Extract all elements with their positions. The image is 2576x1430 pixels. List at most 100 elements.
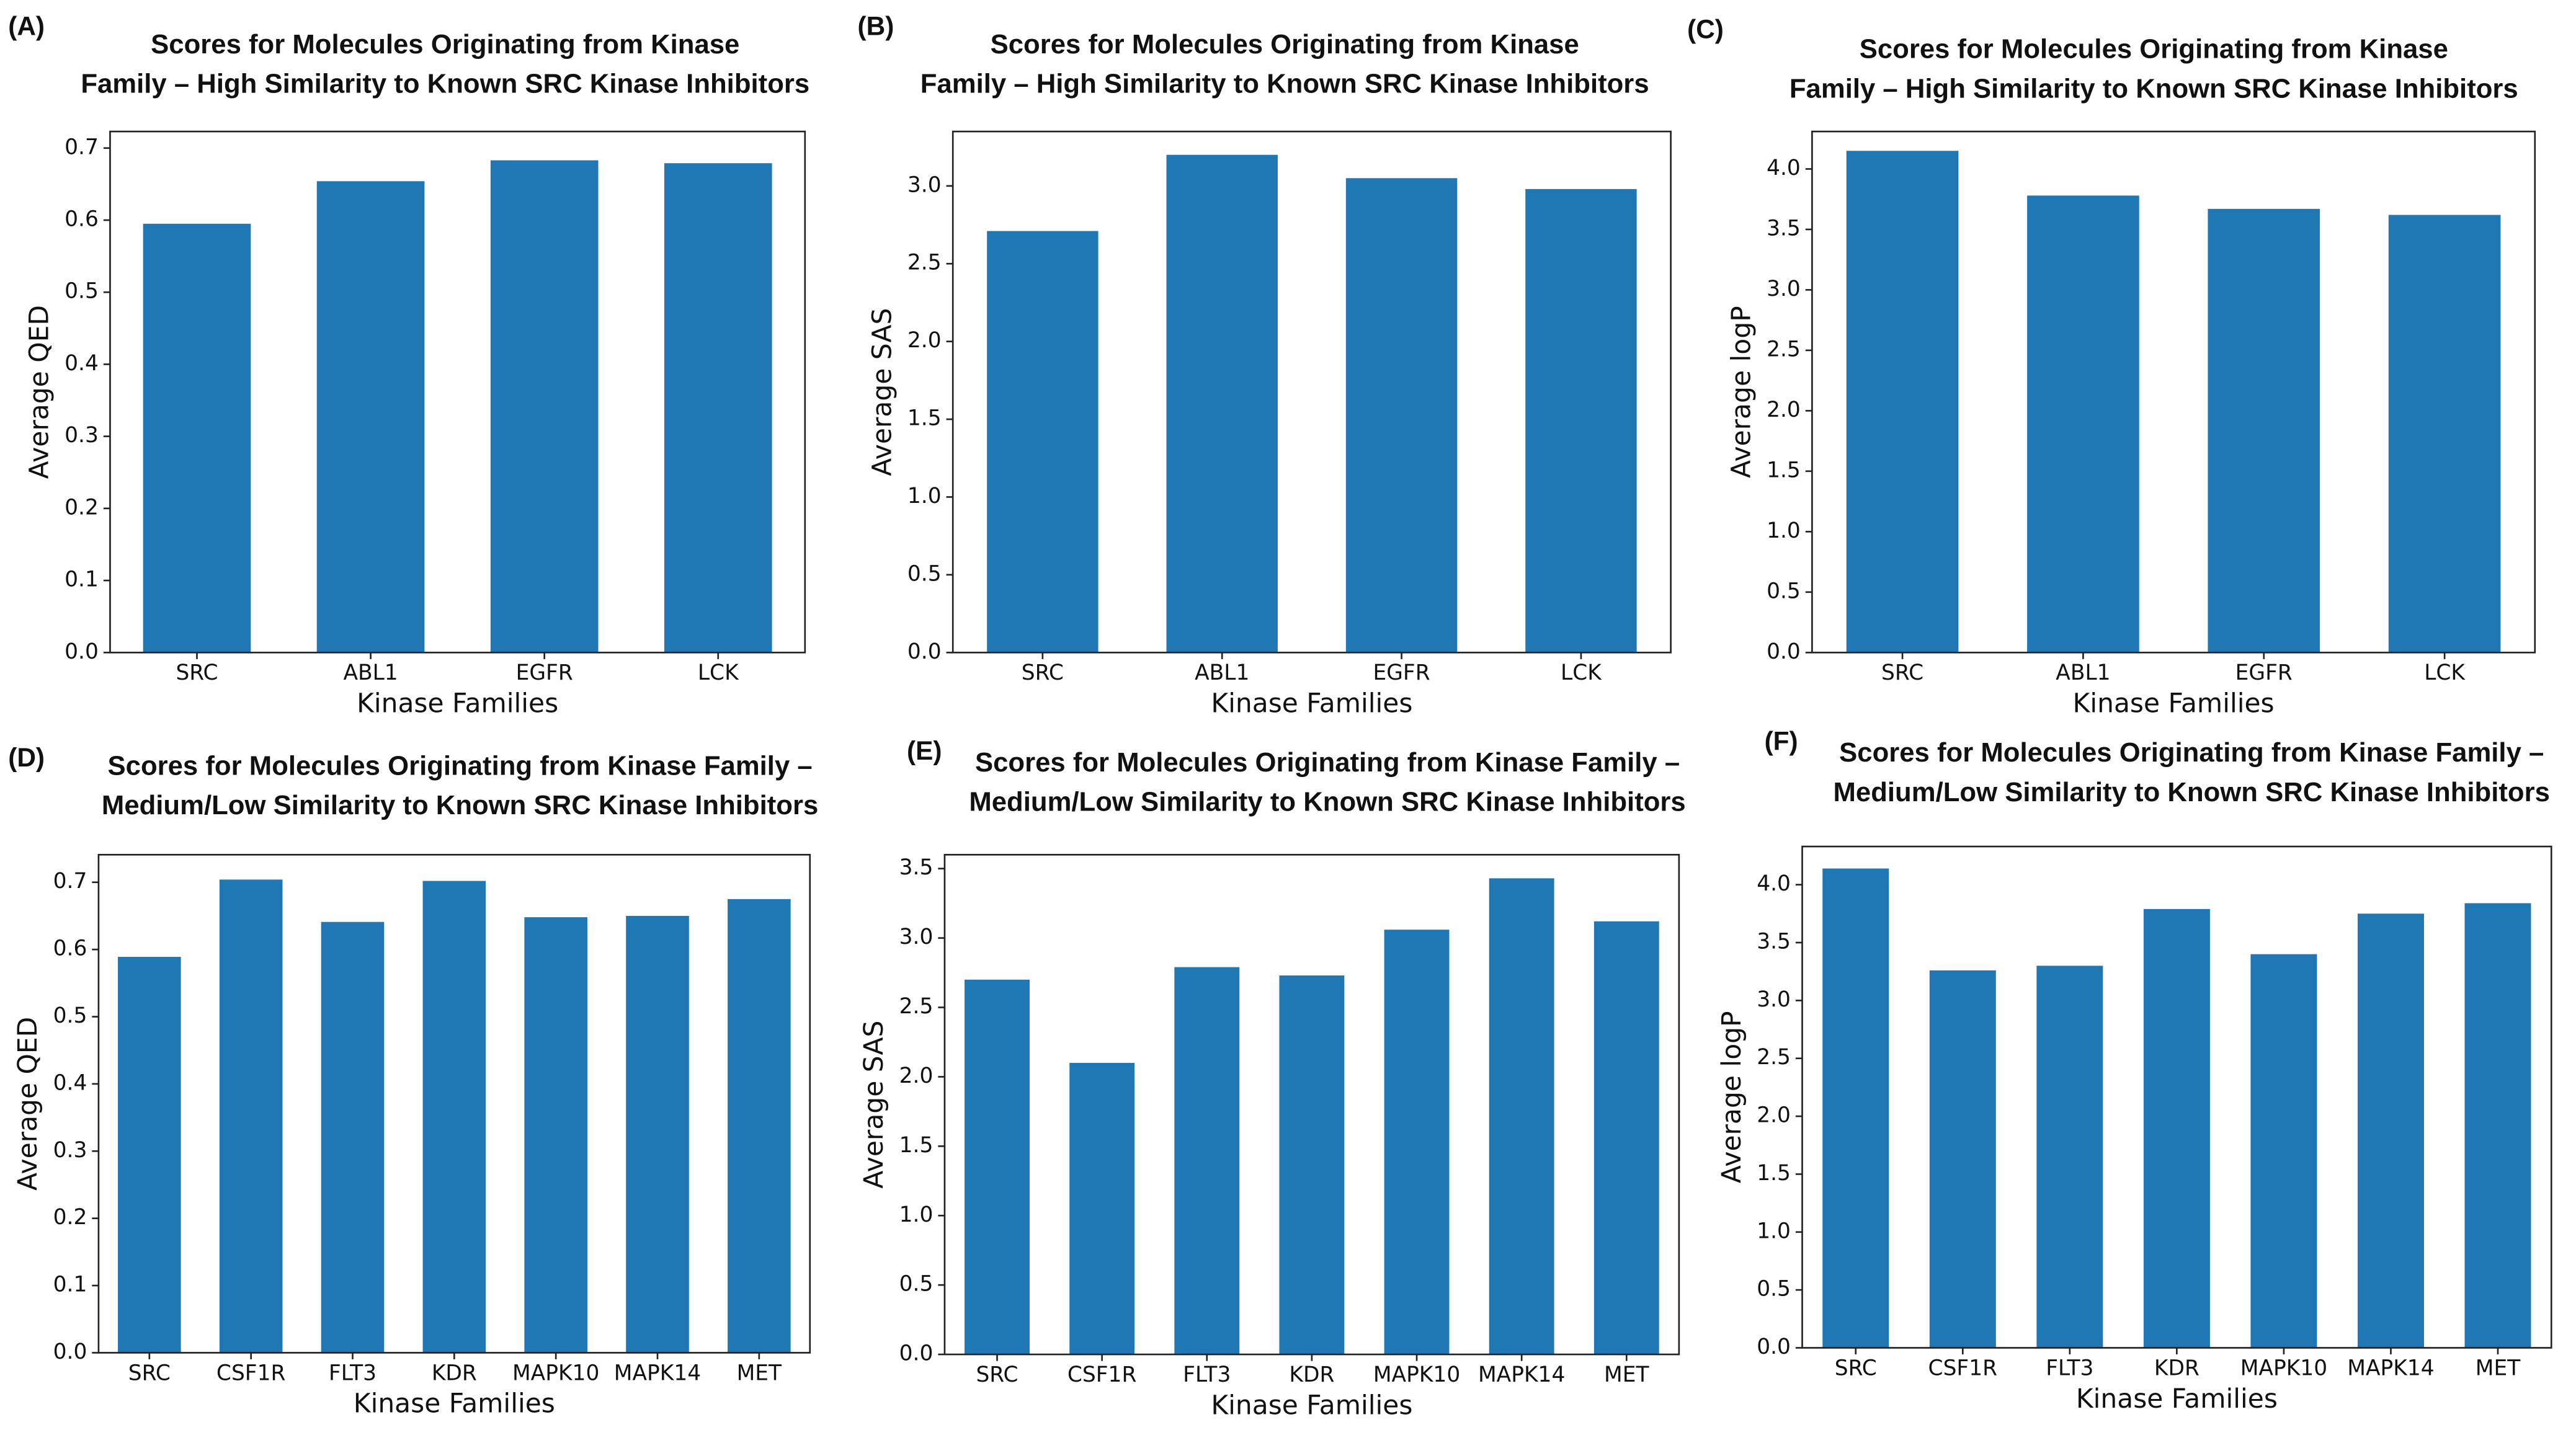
y-tick-label: 2.0 <box>899 1064 934 1088</box>
bar <box>2388 215 2501 653</box>
x-tick-label: MET <box>1604 1362 1649 1387</box>
bar <box>2036 966 2103 1348</box>
bar <box>2027 195 2139 653</box>
y-tick-label: 3.5 <box>1767 216 1801 241</box>
bar <box>118 957 181 1353</box>
plot-frame <box>109 130 806 654</box>
x-tick-label: CSF1R <box>1928 1356 1998 1380</box>
bar <box>316 181 425 653</box>
chart-title: Scores for Molecules Originating from Ki… <box>151 29 739 60</box>
y-tick-label: 1.5 <box>1757 1161 1791 1186</box>
y-tick-label: 2.5 <box>907 251 942 275</box>
x-tick-label: MET <box>737 1361 782 1385</box>
y-tick-label: 3.0 <box>1757 987 1791 1012</box>
chart-title: Family – High Similarity to Known SRC Ki… <box>920 68 1649 99</box>
chart-title: Medium/Low Similarity to Known SRC Kinas… <box>102 790 818 820</box>
x-tick-label: MAPK10 <box>2240 1356 2327 1380</box>
x-tick-label: SRC <box>1022 660 1064 685</box>
bar <box>1593 921 1659 1355</box>
bar <box>1489 878 1554 1355</box>
y-tick-label: 0.0 <box>53 1339 87 1364</box>
y-tick-label: 0.5 <box>53 1003 87 1028</box>
x-tick-label: SRC <box>128 1361 171 1385</box>
x-tick-label: MAPK10 <box>512 1361 599 1385</box>
bar <box>965 979 1030 1355</box>
chart-title: Medium/Low Similarity to Known SRC Kinas… <box>969 787 1685 817</box>
x-tick-label: MAPK14 <box>614 1361 701 1385</box>
y-tick-label: 0.0 <box>899 1341 934 1366</box>
y-tick-label: 0.6 <box>53 936 87 961</box>
y-tick-label: 0.4 <box>65 351 99 376</box>
chart-title: Family – High Similarity to Known SRC Ki… <box>81 68 809 99</box>
bar <box>524 917 587 1353</box>
y-tick-label: 0.2 <box>65 495 99 520</box>
bar <box>664 163 772 653</box>
y-tick-label: 1.5 <box>907 406 942 431</box>
y-axis-label: Average SAS <box>858 1021 889 1189</box>
y-tick-label: 0.3 <box>53 1138 87 1163</box>
x-tick-label: CSF1R <box>216 1361 286 1385</box>
x-tick-label: EGFR <box>1373 660 1430 685</box>
bar <box>987 231 1099 653</box>
panel-label: (B) <box>858 11 894 40</box>
bar <box>1384 930 1450 1355</box>
y-tick-label: 1.5 <box>1767 458 1801 482</box>
y-tick-label: 0.5 <box>65 279 99 304</box>
y-tick-label: 0.5 <box>907 561 942 586</box>
chart-title: Scores for Molecules Originating from Ki… <box>108 750 813 781</box>
y-tick-label: 0.7 <box>65 135 99 159</box>
x-tick-label: ABL1 <box>2056 660 2110 685</box>
x-tick-label: KDR <box>1289 1362 1334 1387</box>
bar <box>1525 189 1637 653</box>
bar <box>1069 1063 1135 1355</box>
y-tick-label: 0.5 <box>899 1272 934 1297</box>
x-tick-label: EGFR <box>2235 660 2293 685</box>
y-tick-label: 0.0 <box>1767 639 1801 664</box>
x-tick-label: EGFR <box>516 660 573 685</box>
x-tick-label: CSF1R <box>1067 1362 1137 1387</box>
x-tick-label: FLT3 <box>1183 1362 1231 1387</box>
y-tick-label: 0.4 <box>53 1070 87 1095</box>
y-tick-label: 1.0 <box>899 1202 934 1227</box>
y-tick-label: 0.0 <box>907 639 942 664</box>
bar <box>2208 208 2320 653</box>
panel-label: (D) <box>8 743 45 772</box>
y-tick-label: 0.0 <box>65 639 99 664</box>
y-tick-label: 2.0 <box>1767 397 1801 422</box>
y-tick-label: 3.5 <box>899 855 934 880</box>
y-tick-label: 0.0 <box>1757 1335 1791 1359</box>
y-tick-label: 0.5 <box>1757 1277 1791 1302</box>
bar <box>2357 913 2424 1348</box>
y-tick-label: 1.0 <box>1757 1219 1791 1243</box>
x-tick-label: SRC <box>976 1362 1018 1387</box>
panel-label: (A) <box>8 11 45 40</box>
chart-title: Family – High Similarity to Known SRC Ki… <box>1789 73 2518 104</box>
x-tick-label: KDR <box>2154 1356 2199 1380</box>
x-axis-label: Kinase Families <box>357 688 558 719</box>
bar <box>2250 954 2317 1348</box>
bar <box>1929 970 1996 1348</box>
y-tick-label: 2.5 <box>1757 1045 1791 1070</box>
plot-frame <box>97 853 811 1354</box>
x-tick-label: MET <box>2476 1356 2521 1380</box>
y-axis-label: Average QED <box>24 305 55 479</box>
plot-frame <box>952 130 1672 654</box>
y-axis-label: Average SAS <box>867 308 897 476</box>
y-tick-label: 2.5 <box>1767 337 1801 362</box>
x-tick-label: KDR <box>432 1361 477 1385</box>
bar <box>1846 151 1959 653</box>
bar <box>728 899 791 1353</box>
x-tick-label: FLT3 <box>2046 1356 2093 1380</box>
bar <box>1166 154 1278 653</box>
x-tick-label: LCK <box>1561 660 1602 685</box>
panel-label: (E) <box>907 736 942 765</box>
x-tick-label: MAPK10 <box>1373 1362 1460 1387</box>
bar <box>2464 903 2531 1348</box>
y-tick-label: 1.0 <box>1767 518 1801 543</box>
y-axis-label: Average logP <box>1726 306 1757 478</box>
y-tick-label: 3.0 <box>899 925 934 949</box>
plot-frame <box>1811 130 2536 654</box>
y-tick-label: 4.0 <box>1767 156 1801 180</box>
bar <box>1279 975 1345 1355</box>
x-axis-label: Kinase Families <box>354 1388 555 1419</box>
